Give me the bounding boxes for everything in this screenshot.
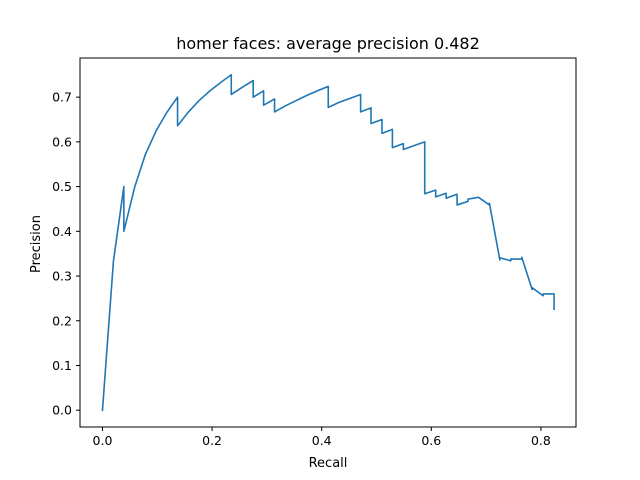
- y-tick-label: 0.2: [52, 313, 72, 328]
- plot-area: 0.0 0.2 0.4 0.6 0.8 0.0 0.1 0.2 0.3 0.4 0.5 0.6 0.7: [52, 57, 577, 448]
- x-tick-label: 0.2: [202, 433, 222, 448]
- y-tick-label: 0.7: [52, 90, 72, 105]
- x-tick-label: 0.4: [312, 433, 332, 448]
- x-tick-label: 0.0: [93, 433, 113, 448]
- y-tick-label: 0.1: [52, 358, 72, 373]
- chart-title: homer faces: average precision 0.482: [176, 34, 480, 53]
- x-tick-label: 0.8: [531, 433, 551, 448]
- x-tick-label: 0.6: [421, 433, 441, 448]
- y-tick-label: 0.5: [52, 179, 72, 194]
- axes-frame: [79, 57, 577, 428]
- y-tick-label: 0.0: [52, 403, 72, 418]
- y-tick-label: 0.6: [52, 134, 72, 149]
- pr-curve-line: [101, 73, 555, 412]
- y-tick-label: 0.4: [52, 224, 72, 239]
- x-axis-label: Recall: [309, 456, 348, 471]
- y-axis-label: Precision: [29, 215, 44, 273]
- y-tick-label: 0.3: [52, 269, 72, 284]
